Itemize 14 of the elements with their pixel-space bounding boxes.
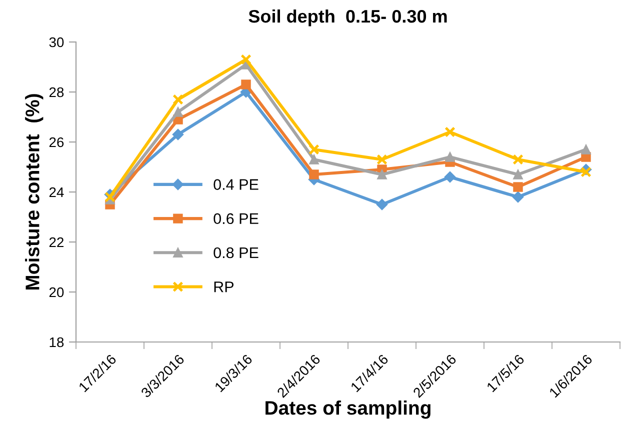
- y-tick-label: 20: [49, 287, 64, 298]
- legend-label: RP: [214, 282, 234, 292]
- x-axis-title: Dates of sampling: [266, 400, 430, 419]
- y-tick-label: 18: [50, 337, 64, 348]
- legend-label: 0.4 PE: [214, 179, 258, 190]
- y-tick-label: 30: [49, 37, 64, 48]
- chart-title: Soil depth 0.15- 0.30 m: [248, 9, 447, 26]
- y-axis-title: Moisture content (%): [25, 94, 44, 290]
- legend-label: 0.8 PE: [214, 247, 258, 258]
- y-tick-label: 28: [49, 87, 64, 98]
- y-tick-label: 26: [49, 137, 64, 148]
- legend-label: 0.6 PE: [214, 213, 258, 224]
- y-tick-label: 22: [49, 237, 64, 248]
- y-tick-label: 24: [49, 187, 64, 198]
